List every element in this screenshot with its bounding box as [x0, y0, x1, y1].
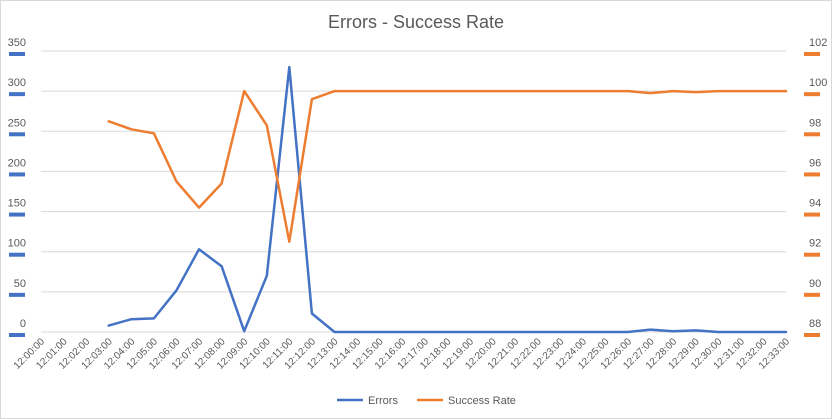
right-tick-marker — [804, 172, 820, 177]
left-tick-label: 0 — [20, 318, 26, 330]
right-tick-marker — [804, 333, 820, 337]
left-tick-label: 150 — [8, 198, 26, 210]
left-y-axis: 0 50 100 150 200 250 300 350 — [8, 37, 26, 337]
left-tick-label: 50 — [14, 278, 26, 290]
series-line-success-rate[interactable] — [107, 89, 788, 243]
right-tick-marker — [804, 212, 820, 217]
right-tick-label: 100 — [809, 77, 827, 89]
left-tick-marker — [9, 292, 25, 297]
left-tick-marker — [9, 132, 25, 137]
right-tick-marker — [804, 92, 820, 97]
legend: Errors Success Rate — [337, 395, 516, 407]
left-tick-marker — [9, 172, 25, 177]
legend-label-success-rate: Success Rate — [448, 395, 516, 407]
left-tick-marker — [9, 212, 25, 217]
legend-entry-success-rate[interactable]: Success Rate — [417, 395, 516, 407]
chart-title: Errors - Success Rate — [328, 12, 504, 32]
right-tick-label: 90 — [809, 278, 821, 290]
left-tick-label: 350 — [8, 37, 26, 49]
series-lines — [107, 65, 788, 334]
left-tick-marker — [9, 52, 25, 56]
series-line-errors[interactable] — [107, 65, 788, 334]
right-tick-label: 96 — [809, 157, 821, 169]
left-tick-marker — [9, 92, 25, 97]
left-tick-label: 250 — [8, 117, 26, 129]
right-tick-label: 94 — [809, 198, 821, 210]
right-tick-label: 102 — [809, 37, 827, 49]
legend-label-errors: Errors — [368, 395, 398, 407]
right-tick-label: 88 — [809, 318, 821, 330]
right-tick-marker — [804, 252, 820, 257]
gridlines — [41, 50, 786, 333]
x-axis: 12:00:0012:01:0012:02:0012:03:0012:04:00… — [12, 336, 793, 372]
left-tick-label: 300 — [8, 77, 26, 89]
legend-entry-errors[interactable]: Errors — [337, 395, 398, 407]
right-tick-label: 98 — [809, 117, 821, 129]
right-tick-marker — [804, 52, 820, 56]
right-tick-marker — [804, 132, 820, 137]
right-y-axis: 88 90 92 94 96 98 100 102 — [804, 37, 827, 337]
left-tick-label: 200 — [8, 157, 26, 169]
left-tick-marker — [9, 333, 25, 337]
left-tick-label: 100 — [8, 238, 26, 250]
right-tick-marker — [804, 292, 820, 297]
right-tick-label: 92 — [809, 238, 821, 250]
left-tick-marker — [9, 252, 25, 257]
